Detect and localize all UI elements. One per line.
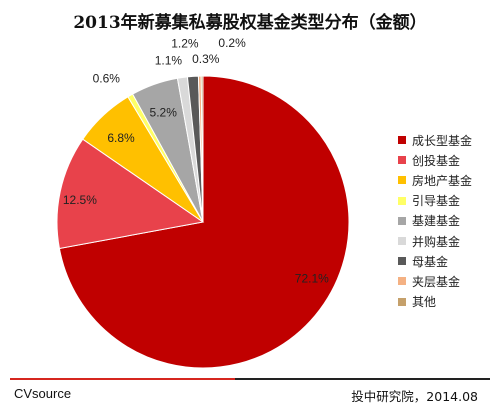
legend-item: 夹层基金 — [398, 271, 472, 291]
legend-label: 并购基金 — [412, 234, 461, 249]
pie-slice-2 — [56, 138, 205, 250]
legend-label: 夹层基金 — [412, 274, 461, 289]
legend-label: 基建基金 — [412, 214, 461, 229]
legend: 成长型基金创投基金房地产基金引导基金基建基金并购基金母基金夹层基金其他 — [398, 130, 472, 312]
legend-swatch — [398, 156, 406, 165]
legend-swatch — [398, 136, 406, 145]
legend-item: 母基金 — [398, 251, 472, 271]
slice-label-3: 6.8% — [107, 131, 135, 145]
legend-label: 成长型基金 — [412, 133, 473, 148]
legend-swatch — [398, 196, 406, 205]
legend-swatch — [398, 277, 406, 286]
legend-item: 成长型基金 — [398, 130, 472, 150]
legend-label: 引导基金 — [412, 194, 461, 209]
legend-label: 母基金 — [412, 254, 449, 269]
slice-label-7: 1.2% — [171, 36, 199, 50]
slice-label-6: 1.1% — [155, 54, 183, 68]
slice-label-8: 0.3% — [192, 52, 220, 66]
legend-item: 基建基金 — [398, 211, 472, 231]
legend-label: 创投基金 — [412, 153, 461, 168]
legend-swatch — [398, 297, 406, 306]
legend-item: 并购基金 — [398, 231, 472, 251]
legend-swatch — [398, 216, 406, 225]
legend-item: 房地产基金 — [398, 170, 472, 190]
slice-label-1: 72.1% — [295, 271, 329, 285]
slice-label-2: 12.5% — [63, 193, 97, 207]
footer-divider-black — [235, 378, 490, 380]
legend-swatch — [398, 257, 406, 266]
legend-swatch — [398, 176, 406, 185]
slice-label-4: 0.6% — [93, 72, 121, 86]
legend-item: 引导基金 — [398, 191, 472, 211]
slice-label-9: 0.2% — [218, 36, 246, 50]
pie-slice-9 — [200, 75, 204, 223]
legend-label: 房地产基金 — [412, 173, 473, 188]
legend-label: 其他 — [412, 295, 437, 310]
footer-divider-red — [10, 378, 235, 380]
pie-slice-1 — [58, 75, 350, 369]
chart-title: 2013年新募集私募股权基金类型分布（金额） — [73, 13, 427, 33]
legend-item: 创投基金 — [398, 150, 472, 170]
footer-credit: 投中研究院，2014.08 — [351, 389, 478, 404]
footer-source: CVsource — [14, 386, 72, 401]
slice-label-5: 5.2% — [150, 105, 178, 119]
legend-item: 其他 — [398, 292, 472, 312]
legend-swatch — [398, 237, 406, 246]
